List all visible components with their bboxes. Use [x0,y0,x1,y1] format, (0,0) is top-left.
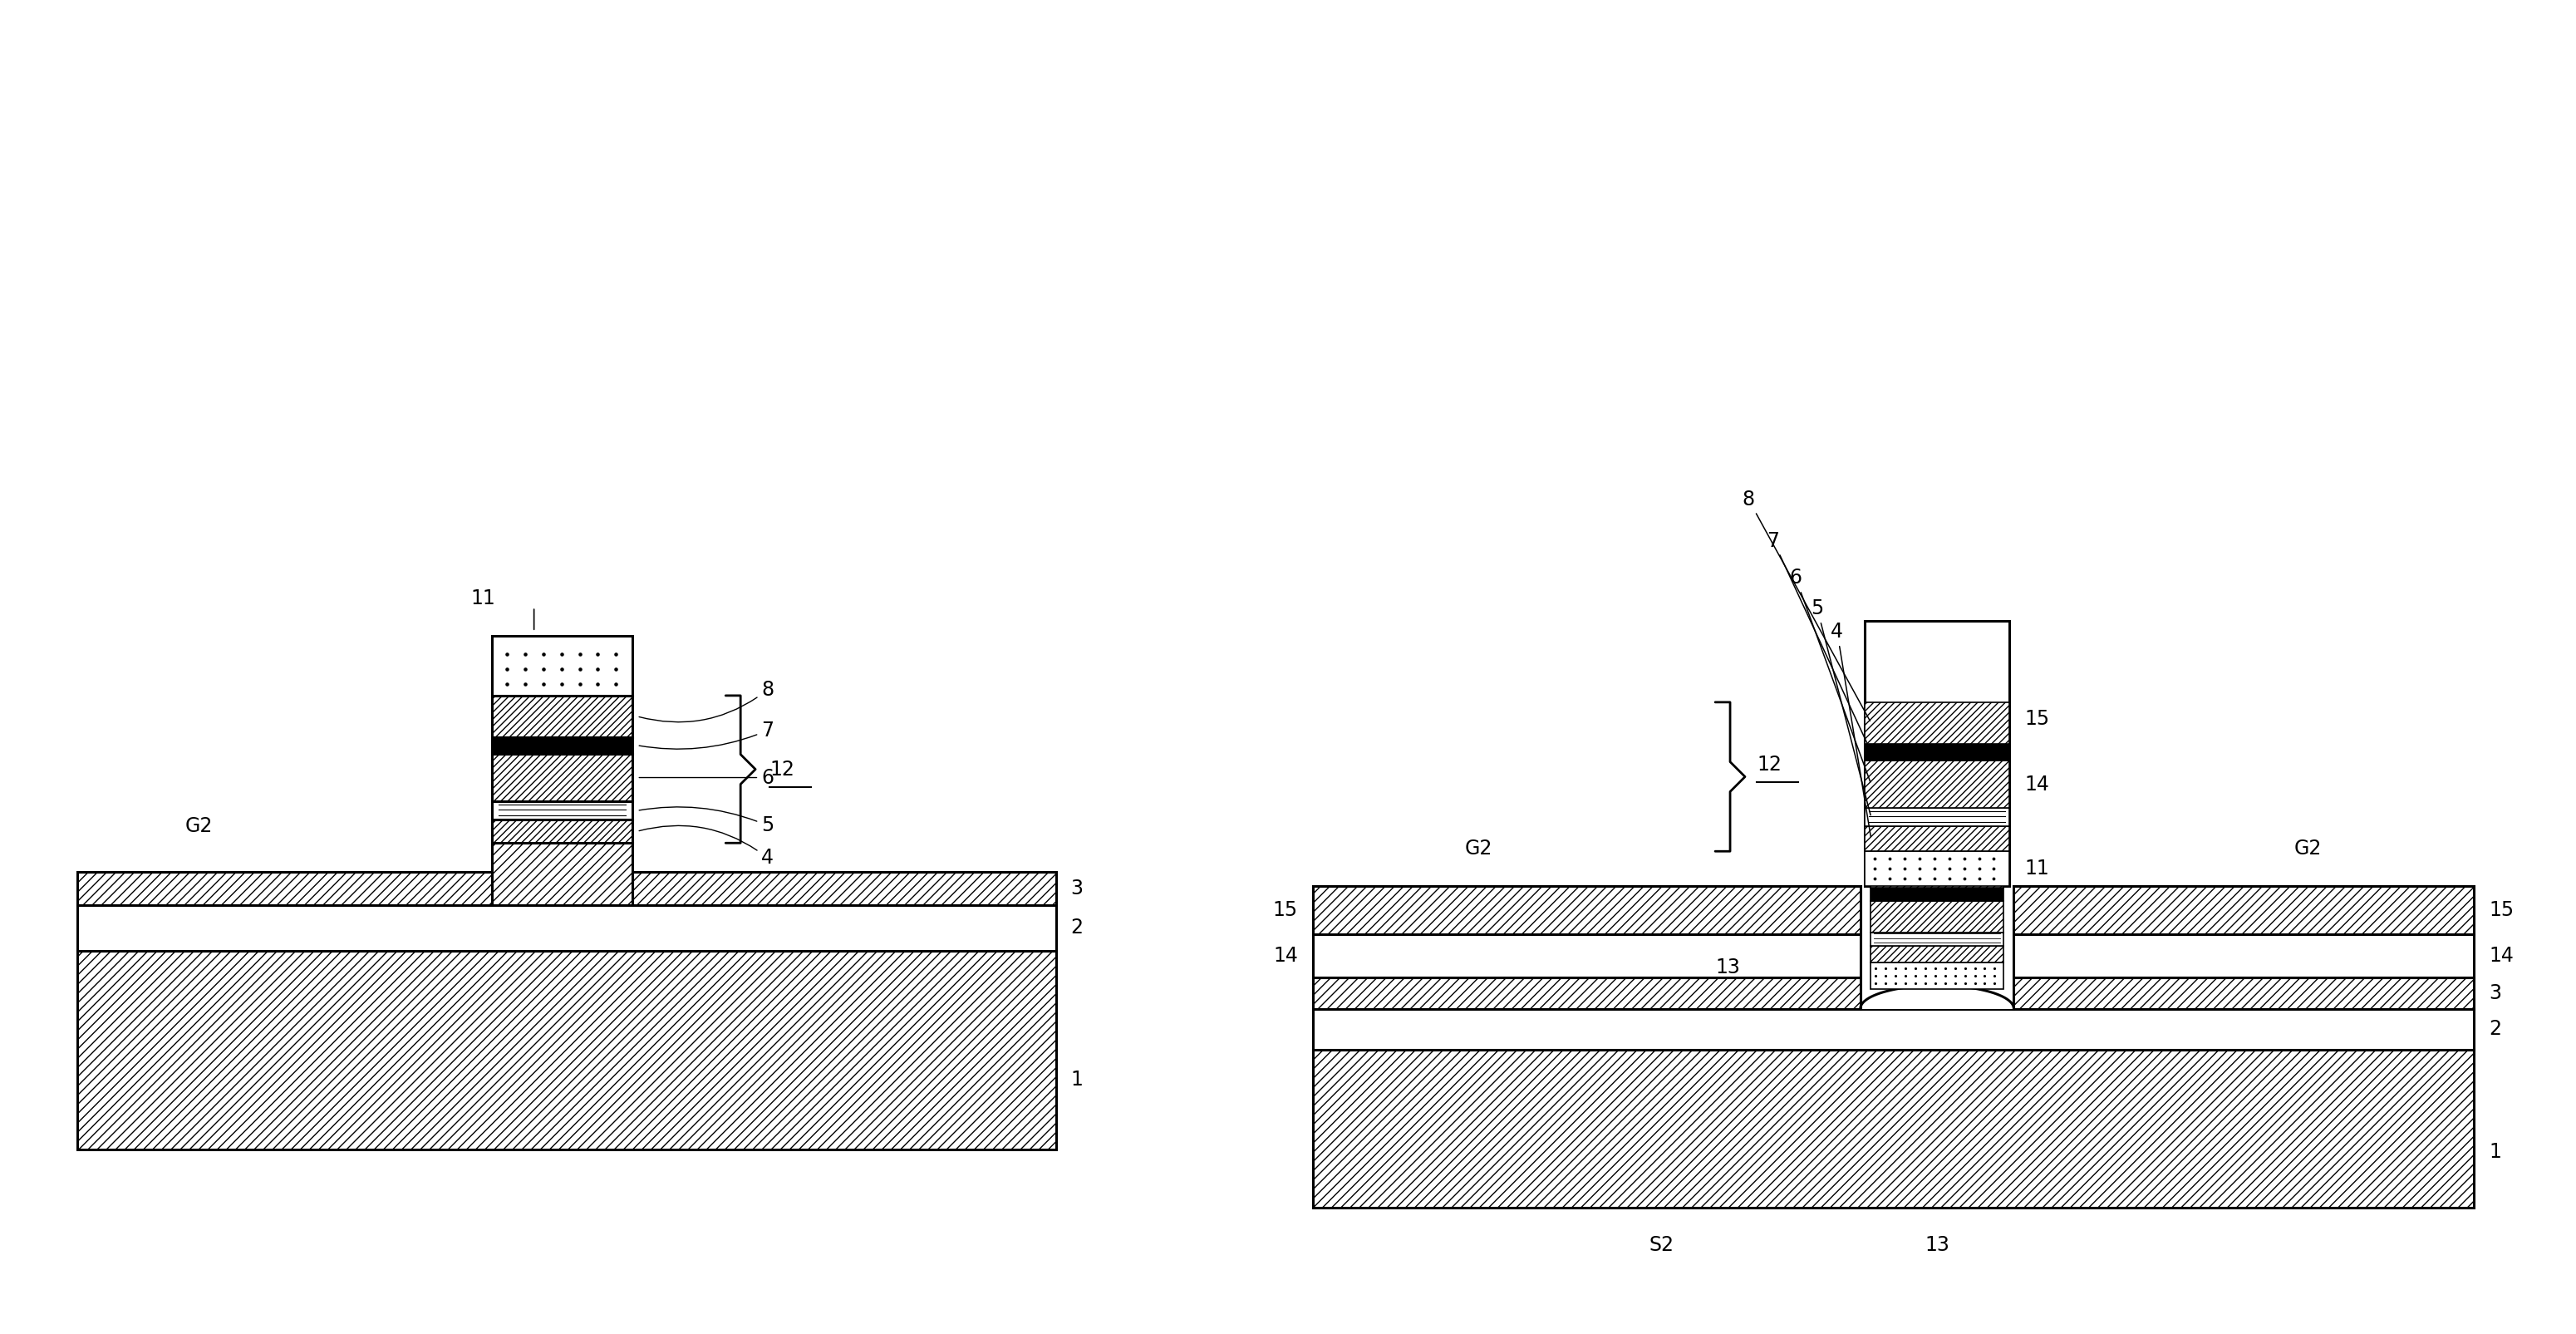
Text: 1: 1 [1072,1070,1082,1090]
Text: 11: 11 [471,588,495,608]
Bar [1870,932,2004,946]
Text: G2: G2 [1466,839,1492,859]
Text: 13: 13 [1924,1235,1950,1255]
Bar [1865,622,2009,886]
Bar [1865,827,2009,851]
Text: 15: 15 [2488,900,2514,920]
Bar [492,754,634,802]
Bar [1865,808,2009,827]
Text: 3: 3 [2488,983,2501,1003]
Text: 3: 3 [1072,879,1082,899]
Bar [1314,886,2473,934]
Bar [1314,1009,2473,1050]
Text: 7: 7 [1767,531,1870,750]
Text: G2: G2 [185,816,214,836]
Text: 5: 5 [1811,599,1870,815]
Bar [1865,702,2009,743]
Bar [634,872,1056,906]
Text: 11: 11 [2025,859,2050,879]
Text: 14: 14 [2488,946,2514,966]
Bar [1865,760,2009,808]
Text: 15: 15 [2025,708,2050,728]
Text: 4: 4 [639,826,773,868]
Bar [1860,882,2014,1009]
Bar [492,695,634,736]
Bar [492,802,634,820]
Text: S2: S2 [1649,1235,1674,1255]
Text: 13: 13 [1716,958,1739,978]
Bar [1865,851,2009,886]
Bar [1314,1050,2473,1207]
Text: 8: 8 [1741,490,1870,720]
Text: 14: 14 [1273,946,1298,966]
Bar [1870,888,2004,902]
Bar [77,951,1056,1150]
Text: 15: 15 [1273,900,1298,920]
Bar [77,906,1056,951]
Bar [492,736,634,754]
Text: 12: 12 [1757,754,1783,774]
Bar [1870,859,2004,888]
Bar [492,636,634,695]
Text: 12: 12 [770,759,793,779]
Bar [1865,743,2009,760]
Text: 14: 14 [2025,774,2050,794]
Bar [1870,962,2004,988]
Bar [1314,978,2473,1009]
Text: 1: 1 [2488,1142,2501,1162]
Text: 5: 5 [639,807,773,835]
Text: G2: G2 [2295,839,2321,859]
Text: 8: 8 [639,680,773,722]
Text: 13: 13 [1950,839,1973,859]
Text: 6: 6 [1790,568,1870,782]
Bar [1870,946,2004,962]
Text: 2: 2 [1072,918,1082,938]
Text: 7: 7 [639,720,773,748]
Text: 6: 6 [639,767,773,787]
Bar [1870,902,2004,932]
Bar [77,872,492,906]
Text: 2: 2 [2488,1019,2501,1039]
Bar [492,843,634,906]
Bar [1314,934,2473,978]
Bar [492,820,634,843]
Text: 4: 4 [1832,622,1870,836]
